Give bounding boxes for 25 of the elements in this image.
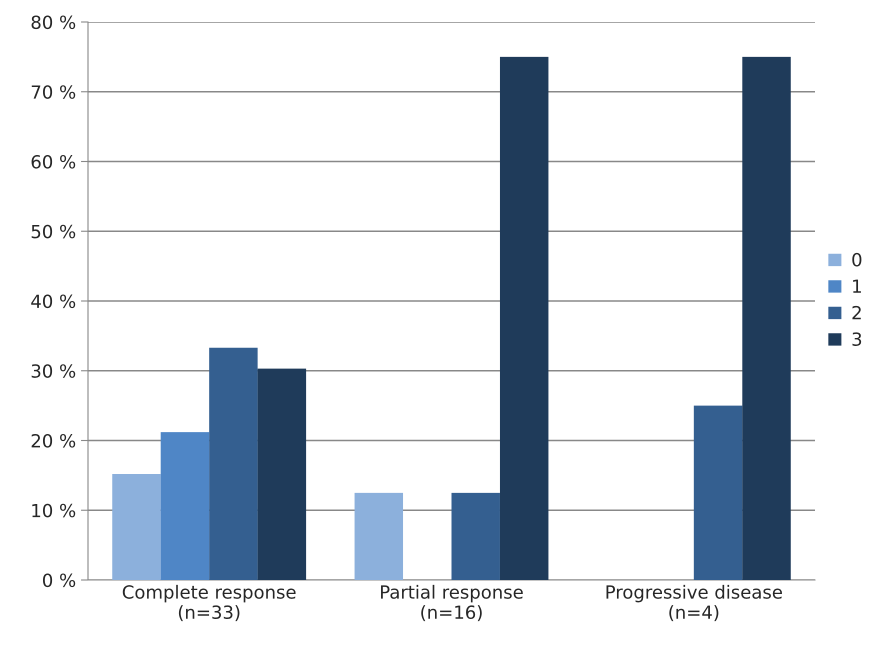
y-tick-label: 70 % [32,85,76,99]
legend-label: 0 [852,252,862,266]
bar [160,432,210,580]
bar [694,406,742,580]
y-tick-label: 50 % [32,224,76,238]
x-tick-label: Complete response (n=33) [122,584,296,622]
legend-label: 1 [853,280,861,293]
y-tick-label: 80 % [32,15,76,30]
bar [258,368,306,580]
bar [500,56,548,580]
y-tick-label: 10 % [32,504,76,518]
x-tick-label: Partial response (n=16) [381,584,523,622]
y-tick-label: 20 % [32,434,76,448]
legend-label: 2 [852,306,861,320]
bar [742,56,791,580]
y-tick-label: 60 % [32,154,76,169]
x-tick-label: Progressive disease (n=4) [606,584,782,622]
y-tick-label: 40 % [31,294,76,308]
bar [452,492,500,580]
legend-label: 3 [852,332,862,346]
y-tick-label: 30 % [32,364,76,378]
bar [112,474,161,580]
bar [209,348,258,580]
y-tick-label: 0 % [43,573,76,588]
bar [354,492,404,580]
